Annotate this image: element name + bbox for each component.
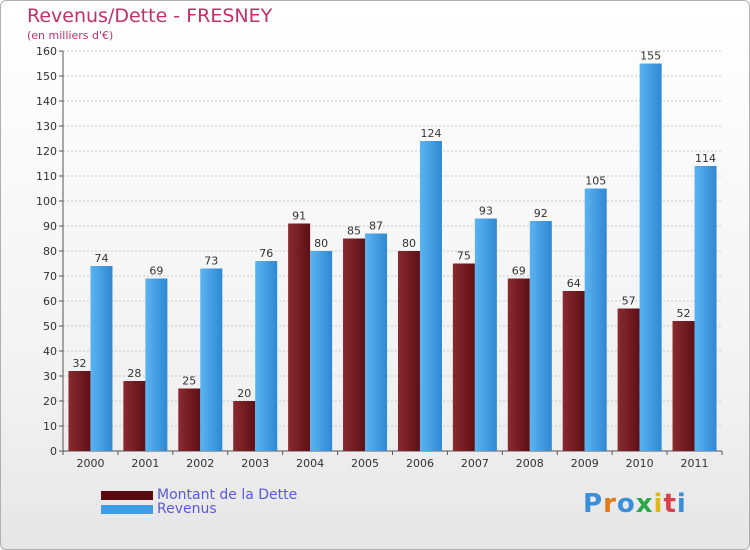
data-label-revenus: 80 [314, 237, 328, 250]
y-tick-label: 30 [43, 370, 57, 383]
logo-letter: o [616, 489, 636, 519]
legend-label-debt: Montant de la Dette [157, 487, 298, 503]
logo-letter: i [676, 489, 687, 519]
labels: 0 10 20 30 40 50 60 70 80 90 100 110 120 130 140 150 160… [36, 45, 716, 470]
x-tick-label: 2010 [626, 457, 654, 470]
data-label-revenus: 93 [479, 205, 493, 218]
data-label-debt: 69 [512, 265, 526, 278]
data-label-debt: 25 [182, 375, 196, 388]
y-tick-label: 90 [43, 220, 57, 233]
x-tick-label: 2011 [681, 457, 709, 470]
y-tick-label: 60 [43, 295, 57, 308]
chart-subtitle: (en milliers d'€) [27, 29, 114, 42]
y-tick-label: 130 [36, 120, 57, 133]
logo-letter: t [663, 489, 677, 519]
logo-letter: r [603, 489, 617, 519]
bar-revenus-2005 [365, 233, 388, 451]
y-tick-label: 100 [36, 195, 57, 208]
bar-debt-2010 [617, 308, 640, 451]
bar-revenus-2011 [694, 166, 717, 451]
x-tick-label: 2007 [461, 457, 489, 470]
bar-debt-2006 [397, 251, 420, 451]
legend-swatch-revenus [101, 504, 153, 514]
bar-debt-2001 [123, 381, 146, 451]
y-tick-label: 50 [43, 320, 57, 333]
data-label-debt: 20 [237, 387, 251, 400]
y-tick-label: 80 [43, 245, 57, 258]
bar-debt-2003 [233, 401, 256, 451]
chart-title: Revenus/Dette - FRESNEY [27, 5, 273, 27]
bar-debt-2000 [68, 371, 91, 451]
x-tick-label: 2005 [351, 457, 379, 470]
data-label-revenus: 73 [204, 255, 218, 268]
data-label-debt: 75 [457, 250, 471, 263]
y-tick-label: 70 [43, 270, 57, 283]
bar-revenus-2008 [529, 221, 552, 451]
data-label-debt: 32 [72, 357, 86, 370]
data-label-revenus: 105 [585, 175, 606, 188]
y-tick-label: 10 [43, 420, 57, 433]
x-tick-label: 2006 [406, 457, 434, 470]
bar-revenus-2006 [419, 141, 442, 451]
y-tick-label: 20 [43, 395, 57, 408]
data-label-debt: 28 [127, 367, 141, 380]
bar-revenus-2001 [145, 278, 168, 451]
y-tick-label: 110 [36, 170, 57, 183]
legend-swatch-debt [101, 490, 153, 500]
y-tick-label: 140 [36, 95, 57, 108]
x-tick-label: 2002 [186, 457, 214, 470]
bar-revenus-2000 [90, 266, 113, 451]
bar-revenus-2009 [584, 188, 607, 451]
x-tick-label: 2004 [296, 457, 324, 470]
bar-debt-2004 [288, 223, 311, 451]
bar-revenus-2003 [255, 261, 278, 451]
data-label-revenus: 114 [695, 152, 716, 165]
x-tick-label: 2009 [571, 457, 599, 470]
bar-revenus-2002 [200, 268, 223, 451]
bar-debt-2005 [343, 238, 366, 451]
y-tick-label: 160 [36, 45, 57, 58]
data-label-revenus: 76 [259, 247, 273, 260]
x-tick-label: 2001 [131, 457, 159, 470]
logo-letter: i [653, 489, 664, 519]
logo-letter: P [583, 489, 604, 519]
data-label-debt: 57 [622, 295, 636, 308]
legend-item-revenus: Revenus [101, 501, 217, 517]
data-label-debt: 85 [347, 225, 361, 238]
data-label-debt: 64 [567, 277, 581, 290]
axes [59, 50, 723, 455]
logo-letter: x [635, 489, 654, 519]
data-label-debt: 91 [292, 210, 306, 223]
x-tick-label: 2000 [76, 457, 104, 470]
y-tick-label: 40 [43, 345, 57, 358]
bar-debt-2002 [178, 388, 201, 451]
bar-debt-2007 [452, 263, 475, 451]
bar-revenus-2007 [474, 218, 497, 451]
data-label-revenus: 92 [534, 207, 548, 220]
legend-item-debt: Montant de la Dette [101, 487, 297, 503]
bar-debt-2008 [507, 278, 530, 451]
x-tick-label: 2003 [241, 457, 269, 470]
bars [68, 63, 717, 451]
grid-lines [63, 50, 722, 452]
data-label-revenus: 124 [420, 127, 441, 140]
data-label-revenus: 87 [369, 220, 383, 233]
bar-revenus-2004 [310, 251, 333, 451]
y-tick-label: 150 [36, 70, 57, 83]
proxiti-logo: Proxiti [583, 489, 687, 519]
x-tick-label: 2008 [516, 457, 544, 470]
bar-debt-2009 [562, 291, 585, 451]
data-label-revenus: 155 [640, 50, 661, 63]
y-tick-label: 0 [50, 445, 57, 458]
data-label-debt: 52 [677, 307, 691, 320]
y-tick-label: 120 [36, 145, 57, 158]
data-label-debt: 80 [402, 237, 416, 250]
bar-debt-2011 [672, 321, 695, 451]
data-label-revenus: 74 [94, 252, 108, 265]
bar-revenus-2010 [639, 63, 662, 451]
legend-label-revenus: Revenus [157, 501, 217, 517]
data-label-revenus: 69 [149, 265, 163, 278]
